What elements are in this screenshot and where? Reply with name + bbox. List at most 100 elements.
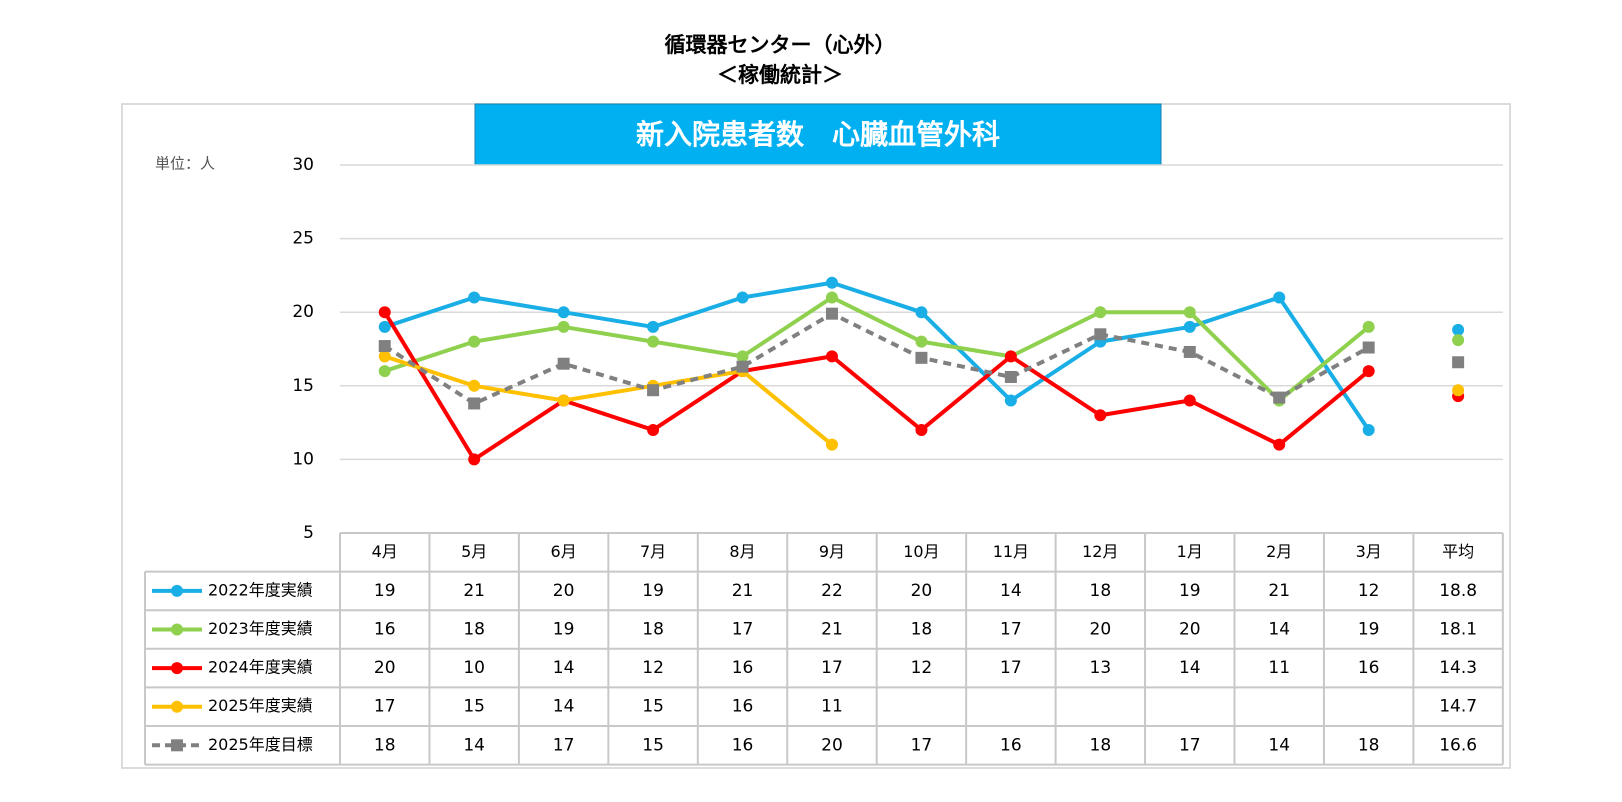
x-tick-label: 4月 xyxy=(372,542,398,561)
table-value: 22 xyxy=(821,581,843,601)
table-value: 18 xyxy=(463,620,485,640)
y-tick-label: 5 xyxy=(303,523,314,543)
marker xyxy=(1004,370,1017,383)
marker xyxy=(378,320,391,333)
table-value: 17 xyxy=(374,697,396,717)
table-value: 21 xyxy=(732,581,754,601)
table-average: 18.1 xyxy=(1439,620,1477,640)
table-value: 18 xyxy=(1090,581,1112,601)
table-value: 10 xyxy=(463,658,485,678)
marker xyxy=(825,291,838,304)
x-tick-label: 6月 xyxy=(551,542,577,561)
x-tick-label: 3月 xyxy=(1356,542,1382,561)
marker xyxy=(1452,334,1465,347)
y-tick-label: 20 xyxy=(292,302,314,322)
marker xyxy=(825,350,838,363)
marker xyxy=(1362,320,1375,333)
marker xyxy=(1183,320,1196,333)
marker xyxy=(647,320,660,333)
table-average: 14.3 xyxy=(1439,658,1477,678)
table-value: 21 xyxy=(1268,581,1290,601)
series-line xyxy=(383,311,1370,406)
marker xyxy=(468,453,481,466)
unit-label: 単位：人 xyxy=(155,155,215,173)
table-value: 14 xyxy=(1179,658,1201,678)
marker xyxy=(468,291,481,304)
marker xyxy=(378,365,391,378)
y-tick-label: 15 xyxy=(292,376,314,396)
marker xyxy=(557,306,570,319)
marker xyxy=(1452,356,1465,369)
marker xyxy=(915,335,928,348)
marker xyxy=(1094,328,1107,341)
marker xyxy=(378,306,391,319)
table-value: 17 xyxy=(1179,735,1201,755)
table-value: 14 xyxy=(1268,620,1290,640)
page-subtitle: ＜稼働統計＞ xyxy=(717,63,843,87)
legend-marker xyxy=(171,623,183,636)
table-value: 11 xyxy=(821,697,843,717)
table-value: 16 xyxy=(1358,658,1380,678)
table-value: 20 xyxy=(911,581,933,601)
table-value: 19 xyxy=(1179,581,1201,601)
table-value: 21 xyxy=(821,620,843,640)
table-average: 16.6 xyxy=(1439,735,1477,755)
table-value: 14 xyxy=(463,735,485,755)
marker xyxy=(1362,423,1375,436)
marker xyxy=(1452,323,1465,336)
marker xyxy=(1183,306,1196,319)
y-tick-label: 25 xyxy=(292,229,314,249)
table-value: 14 xyxy=(1000,581,1022,601)
legend-marker xyxy=(171,739,183,752)
marker xyxy=(915,423,928,436)
table-value: 16 xyxy=(732,658,754,678)
table-value: 20 xyxy=(821,735,843,755)
table-value: 19 xyxy=(374,581,396,601)
marker xyxy=(736,291,749,304)
x-tick-label: 10月 xyxy=(903,542,939,561)
x-tick-label: 5月 xyxy=(461,542,487,561)
table-value: 12 xyxy=(1358,581,1380,601)
marker xyxy=(378,350,391,363)
table-value: 16 xyxy=(1000,735,1022,755)
table-value: 17 xyxy=(1000,658,1022,678)
table-value: 20 xyxy=(553,581,575,601)
series-line xyxy=(383,311,1370,462)
page-title: 循環器センター（心外） xyxy=(665,33,896,57)
series-line xyxy=(384,354,834,447)
marker xyxy=(647,335,660,348)
legend-marker xyxy=(171,700,183,713)
marker xyxy=(647,384,660,397)
y-tick-label: 10 xyxy=(292,449,314,469)
table-average: 18.8 xyxy=(1439,581,1477,601)
marker xyxy=(557,394,570,407)
chart-title: 新入院患者数 心臓血管外科 xyxy=(636,118,1000,151)
table-value: 14 xyxy=(553,658,575,678)
marker xyxy=(1183,345,1196,358)
table-value: 21 xyxy=(463,581,485,601)
x-tick-label: 12月 xyxy=(1082,542,1118,561)
table-value: 16 xyxy=(732,735,754,755)
marker xyxy=(1004,394,1017,407)
x-tick-label: 2月 xyxy=(1266,542,1292,561)
table-value: 12 xyxy=(911,658,933,678)
marker xyxy=(557,357,570,370)
marker xyxy=(825,276,838,289)
marker xyxy=(557,320,570,333)
marker xyxy=(468,397,481,410)
marker xyxy=(825,438,838,451)
x-tick-label: 9月 xyxy=(819,542,845,561)
marker xyxy=(468,335,481,348)
table-value: 12 xyxy=(642,658,664,678)
table-value: 19 xyxy=(1358,620,1380,640)
marker xyxy=(1273,291,1286,304)
marker xyxy=(647,423,660,436)
table-value: 11 xyxy=(1268,658,1290,678)
table-value: 20 xyxy=(1090,620,1112,640)
marker xyxy=(1273,391,1286,404)
legend-label: 2025年度実績 xyxy=(208,696,313,715)
marker xyxy=(1452,384,1465,397)
series-line xyxy=(384,295,1370,403)
y-tick-label: 30 xyxy=(292,155,314,175)
x-tick-label: 8月 xyxy=(729,542,755,561)
